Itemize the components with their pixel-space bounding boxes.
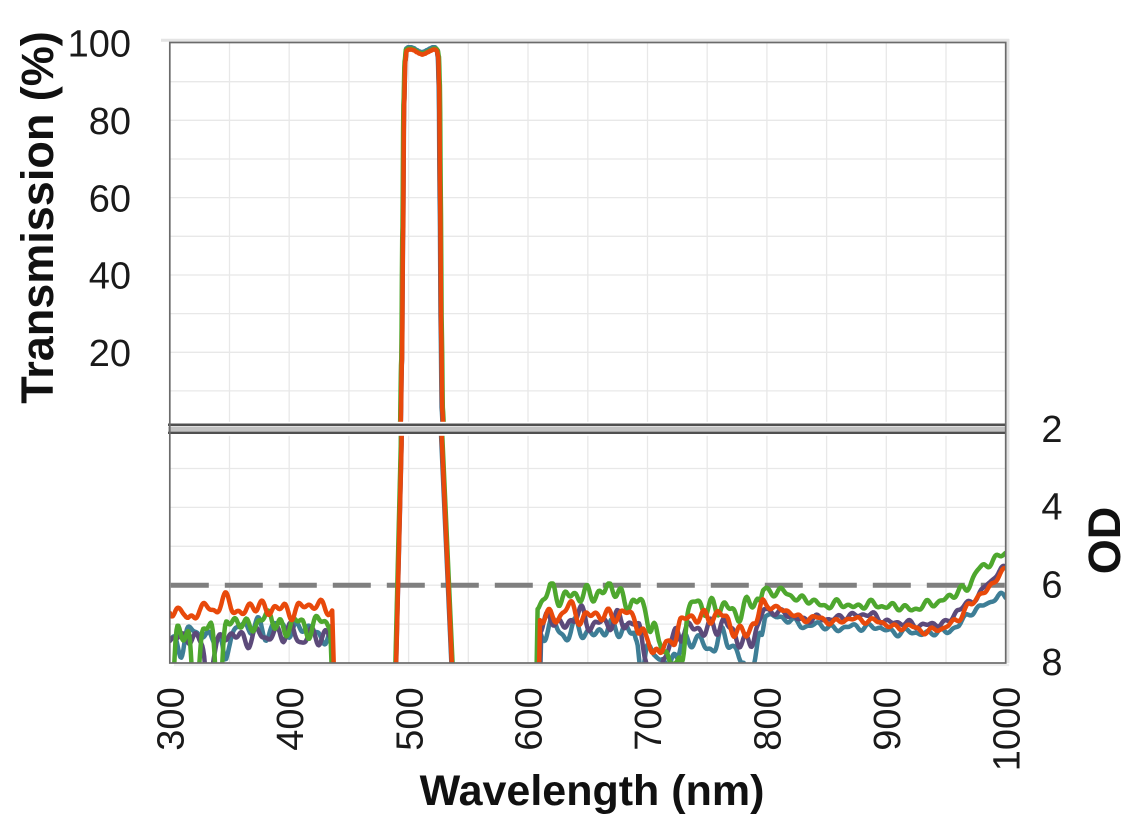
svg-text:800: 800 (748, 687, 790, 750)
svg-text:1000: 1000 (986, 687, 1028, 772)
svg-text:Wavelength (nm): Wavelength (nm) (420, 767, 765, 815)
svg-text:900: 900 (867, 687, 909, 750)
svg-text:400: 400 (270, 687, 312, 750)
svg-text:Transmission (%): Transmission (%) (12, 31, 63, 404)
svg-text:40: 40 (89, 256, 131, 298)
svg-text:8: 8 (1041, 642, 1062, 684)
svg-text:20: 20 (89, 333, 131, 375)
svg-text:6: 6 (1041, 564, 1062, 606)
svg-text:OD: OD (1079, 507, 1130, 575)
svg-text:500: 500 (389, 687, 431, 750)
svg-text:600: 600 (509, 687, 551, 750)
svg-text:300: 300 (150, 687, 192, 750)
svg-text:100: 100 (68, 24, 131, 66)
svg-text:2: 2 (1041, 409, 1062, 451)
svg-text:60: 60 (89, 178, 131, 220)
svg-text:700: 700 (628, 687, 670, 750)
svg-text:4: 4 (1041, 487, 1062, 529)
svg-text:80: 80 (89, 101, 131, 143)
